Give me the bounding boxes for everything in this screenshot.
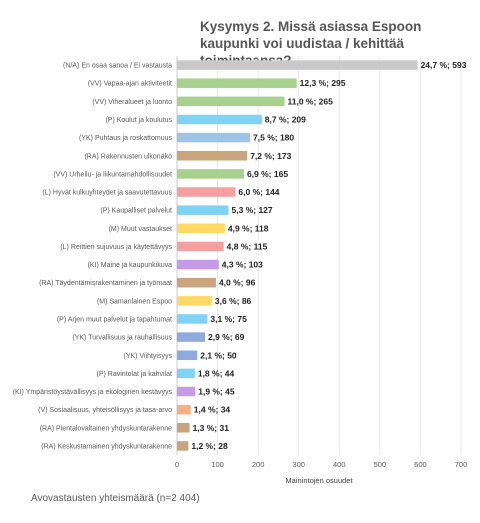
value-label: 12,3 %; 295 [300, 78, 346, 88]
category-label: (RA) Rakennusten ulkonäkö [84, 153, 172, 160]
category-label: (P) Arjen muut palvelut ja tapahtumat [57, 316, 172, 323]
category-label: (L) Hyvät kulkuyhteydet ja saavutettavuu… [42, 190, 172, 197]
x-tick-label: 500 [374, 460, 387, 469]
x-tick-label: 400 [333, 460, 346, 469]
value-label: 4,3 %; 103 [222, 260, 263, 270]
chart-x-ticks: 0 100 200 300 400 500 600 700 [175, 460, 467, 469]
x-axis-label: Mainintojen osuudet [285, 476, 353, 485]
bar [177, 114, 262, 125]
category-label: (RA) Pientalovaltainen yhdyskuntarakenne [40, 425, 172, 432]
bar [177, 187, 236, 197]
value-label: 7,2 %; 173 [250, 151, 291, 161]
value-label: 6,9 %; 165 [247, 169, 288, 179]
category-label: (N/A) En osaa sanoa / Ei vastausta [63, 63, 172, 70]
bar [177, 241, 224, 252]
total-responses-note: Avovastausten yhteismäärä (n=2 404) [31, 493, 200, 504]
value-label: 6,0 %; 144 [238, 187, 279, 197]
value-label: 3,6 %; 86 [215, 296, 252, 306]
category-label: (VV) Vapaa-ajan aktiviteetit [88, 81, 172, 88]
value-label: 11,0 %; 265 [288, 96, 334, 106]
category-label: (VV) Urheilu- ja liikuntamahdollisuudet [53, 171, 172, 178]
bar [177, 96, 285, 107]
category-label: (VV) Viheralueet ja luonto [92, 99, 172, 106]
bar [177, 314, 208, 324]
chart-value-labels: 24,7 %; 593 12,3 %; 295 11,0 %; 265 8,7 %; … [191, 60, 466, 451]
category-label: (RA) Keskustamainen yhdyskuntarakenne [41, 443, 172, 450]
bar [177, 78, 297, 88]
category-label: (P) Ravintolat ja kahvilat [97, 371, 173, 378]
x-tick-label: 0 [175, 460, 179, 469]
category-label: (P) Kaupalliset palvelut [100, 208, 172, 215]
value-label: 7,5 %; 180 [253, 133, 294, 143]
bar [177, 332, 205, 342]
value-label: 1,9 %; 45 [198, 387, 235, 397]
category-label: (YK) Turvallisuus ja rauhallisuus [72, 335, 172, 342]
bar [177, 259, 219, 270]
x-tick-label: 600 [414, 460, 427, 469]
value-label: 2,1 %; 50 [200, 350, 237, 360]
bar [177, 169, 244, 179]
category-label: (RA) Täydentämisrakentaminen ja työmaat [39, 280, 172, 287]
chart-category-labels: (N/A) En osaa sanoa / Ei vastausta (VV) V… [13, 63, 173, 451]
value-label: 1,8 %; 44 [198, 368, 235, 378]
bar [177, 132, 251, 143]
value-label: 1,3 %; 31 [193, 423, 230, 433]
category-label: (L) Reittien sujuvuus ja käytettävyys [60, 244, 172, 251]
category-label: (YK) Viihtyisyys [124, 353, 173, 360]
bar [177, 386, 196, 397]
bar [177, 60, 418, 70]
bar [177, 296, 212, 306]
value-label: 4,0 %; 96 [219, 278, 256, 288]
category-label: (M) Samanlainen Espoo [97, 298, 172, 305]
bar [177, 277, 216, 288]
value-label: 1,2 %; 28 [191, 441, 228, 451]
bar [177, 404, 191, 415]
bar [177, 350, 198, 360]
category-label: (M) Muut vastaukset [109, 226, 172, 233]
bar [177, 151, 248, 161]
x-tick-label: 100 [211, 460, 224, 469]
bar [177, 423, 190, 433]
bar [177, 223, 225, 234]
x-tick-label: 300 [292, 460, 305, 469]
bar [177, 368, 195, 379]
value-label: 24,7 %; 593 [421, 60, 467, 70]
category-label: (P) Koulut ja koulutus [105, 117, 172, 124]
chart-bars [177, 60, 418, 451]
category-label: (KI) Maine ja kaupunkikuva [88, 262, 173, 269]
x-tick-label: 700 [455, 460, 468, 469]
category-label: (YK) Puhtaus ja roskattomuus [79, 135, 172, 142]
value-label: 3,1 %; 75 [210, 314, 247, 324]
category-label: (V) Sosiaalisuus, yhteisöllisyys ja tasa… [38, 407, 172, 414]
value-label: 4,9 %; 118 [228, 223, 269, 233]
value-label: 4,8 %; 115 [227, 241, 268, 251]
x-tick-label: 200 [252, 460, 265, 469]
category-label: (KI) Ympäristöystävällisyys ja ekologine… [13, 389, 173, 396]
value-label: 5,3 %; 127 [232, 205, 273, 215]
value-label: 2,9 %; 69 [208, 332, 245, 342]
value-label: 1,4 %; 34 [194, 405, 231, 415]
value-label: 8,7 %; 209 [265, 114, 306, 124]
bar [177, 441, 189, 451]
bar [177, 205, 229, 215]
